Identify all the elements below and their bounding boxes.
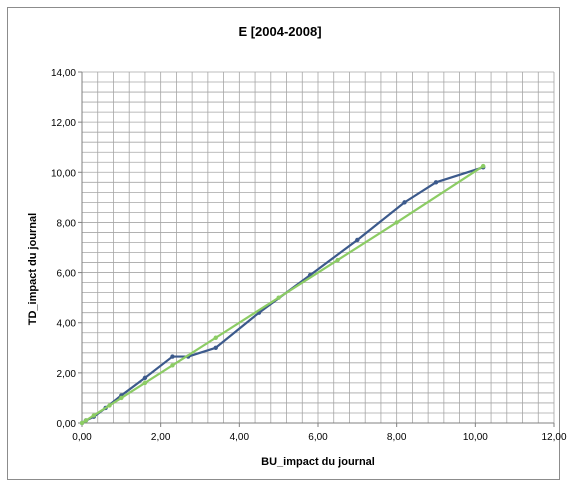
series-2-point — [119, 395, 124, 401]
series-2-point — [142, 380, 148, 386]
series-2-point — [335, 257, 340, 263]
x-tick-label: 4,00 — [230, 432, 250, 443]
series-1-point — [213, 345, 218, 350]
x-tick-label: 2,00 — [151, 432, 171, 443]
series-2-point — [213, 335, 218, 340]
y-axis-title: TD_impact du journal — [27, 213, 39, 325]
chart-frame — [7, 7, 560, 480]
x-tick-label: 8,00 — [387, 432, 407, 443]
x-tick-labels: 0,00 2,00 4,00 6,00 8,00 10,00 12,00 — [72, 423, 567, 443]
x-tick-label: 0,00 — [72, 432, 92, 443]
series-1-point — [402, 200, 407, 205]
series-2-point — [91, 413, 97, 418]
series-2-point — [481, 163, 486, 169]
chart-title: E [2004-2008] — [238, 24, 321, 39]
y-tick-label: 6,00 — [57, 269, 77, 280]
series-1-point — [142, 375, 148, 381]
grid — [81, 71, 555, 424]
series-2-point — [276, 295, 281, 300]
x-tick-label: 12,00 — [541, 432, 566, 443]
series-2-point — [79, 420, 85, 426]
y-tick-label: 10,00 — [51, 168, 76, 179]
series-2-point — [83, 418, 89, 423]
y-tick-labels: 0,00 2,00 4,00 6,00 8,00 10,00 12,00 14,00 — [51, 68, 82, 430]
series-1-point — [433, 180, 439, 185]
series-1-point — [355, 237, 360, 243]
series-layer — [79, 163, 486, 426]
series-2-line — [81, 165, 484, 424]
x-tick-label: 10,00 — [463, 432, 488, 443]
series-2-point — [170, 363, 175, 368]
x-axis-title: BU_impact du journal — [261, 456, 375, 468]
series-2-point — [107, 403, 112, 408]
y-tick-label: 12,00 — [51, 118, 76, 129]
series-2-point — [394, 220, 399, 225]
series-1-point — [170, 354, 175, 359]
x-tick-label: 6,00 — [308, 432, 328, 443]
y-tick-label: 2,00 — [57, 369, 77, 380]
y-tick-label: 0,00 — [57, 419, 77, 430]
y-tick-label: 14,00 — [51, 68, 76, 79]
y-tick-label: 8,00 — [57, 218, 77, 229]
y-tick-label: 4,00 — [57, 319, 77, 330]
